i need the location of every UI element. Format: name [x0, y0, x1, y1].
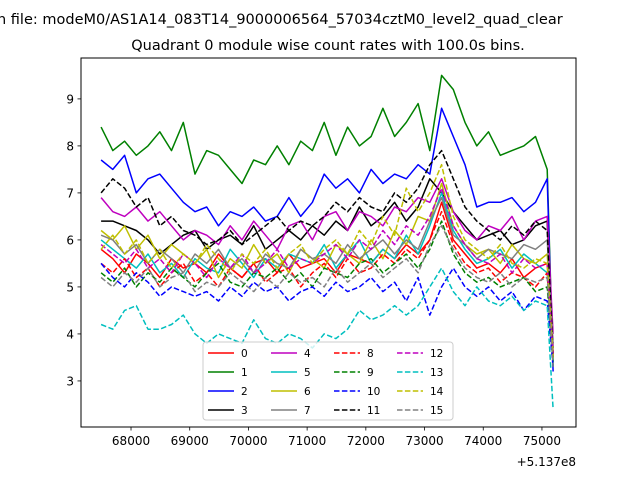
legend-label: 7: [304, 405, 311, 417]
series-line-11: [100, 149, 554, 353]
x-tick-label: 75000: [523, 434, 561, 448]
series-line-0: [100, 201, 554, 353]
y-tick-label: 8: [66, 139, 74, 153]
legend-label: 5: [304, 367, 311, 379]
y-tick-label: 9: [66, 92, 74, 106]
legend-label: 8: [367, 348, 374, 360]
y-tick-label: 3: [66, 374, 74, 388]
x-tick-label: 73000: [405, 434, 443, 448]
y-axis: 3 4 5 6 7 8 9: [66, 92, 81, 388]
legend-label: 12: [430, 348, 443, 360]
plot-frame: [80, 57, 577, 428]
legend-label: 1: [241, 367, 248, 379]
legend-label: 0: [241, 348, 248, 360]
series-line-10: [100, 262, 554, 367]
series-line-14: [100, 163, 554, 358]
x-tick-label: 71000: [288, 434, 326, 448]
legend-label: 11: [367, 405, 380, 417]
series-line-3: [101, 178, 554, 358]
legend-label: 6: [304, 386, 311, 398]
y-tick-label: 5: [66, 280, 74, 294]
legend-label: 2: [241, 386, 248, 398]
series-line-13: [100, 267, 554, 410]
x-tick-label: 74000: [464, 434, 502, 448]
y-tick-label: 7: [66, 186, 74, 200]
series-line-15: [100, 225, 554, 367]
legend-label: 10: [367, 386, 380, 398]
x-tick-label: 72000: [347, 434, 385, 448]
series-line-1: [100, 74, 554, 367]
legend-label: 3: [241, 405, 248, 417]
x-tick-label: 70000: [229, 434, 267, 448]
y-tick-label: 6: [66, 233, 74, 247]
x-axis: 68000 69000 70000 71000 72000 73000 74000 75000: [112, 427, 561, 448]
legend-label: 13: [430, 367, 443, 379]
y-tick-label: 4: [66, 327, 74, 341]
x-tick-label: 68000: [112, 434, 150, 448]
legend-label: 4: [304, 348, 311, 360]
series-lines: [100, 74, 554, 410]
chart-title: Quadrant 0 module wise count rates with …: [131, 38, 525, 54]
series-line-2: [100, 107, 554, 372]
x-tick-label: 69000: [171, 434, 209, 448]
x-offset-label: +5.137e8: [517, 455, 576, 469]
series-line-6: [100, 182, 554, 349]
legend-label: 9: [367, 367, 374, 379]
series-line-12: [100, 187, 554, 353]
legend-box: [202, 341, 454, 421]
legend-label: 14: [430, 386, 444, 398]
legend-label: 15: [430, 405, 443, 417]
file-title: n file: modeM0/AS1A14_083T14_9000006564_…: [0, 12, 563, 28]
series-line-9: [100, 220, 554, 363]
series-line-4: [100, 178, 554, 334]
